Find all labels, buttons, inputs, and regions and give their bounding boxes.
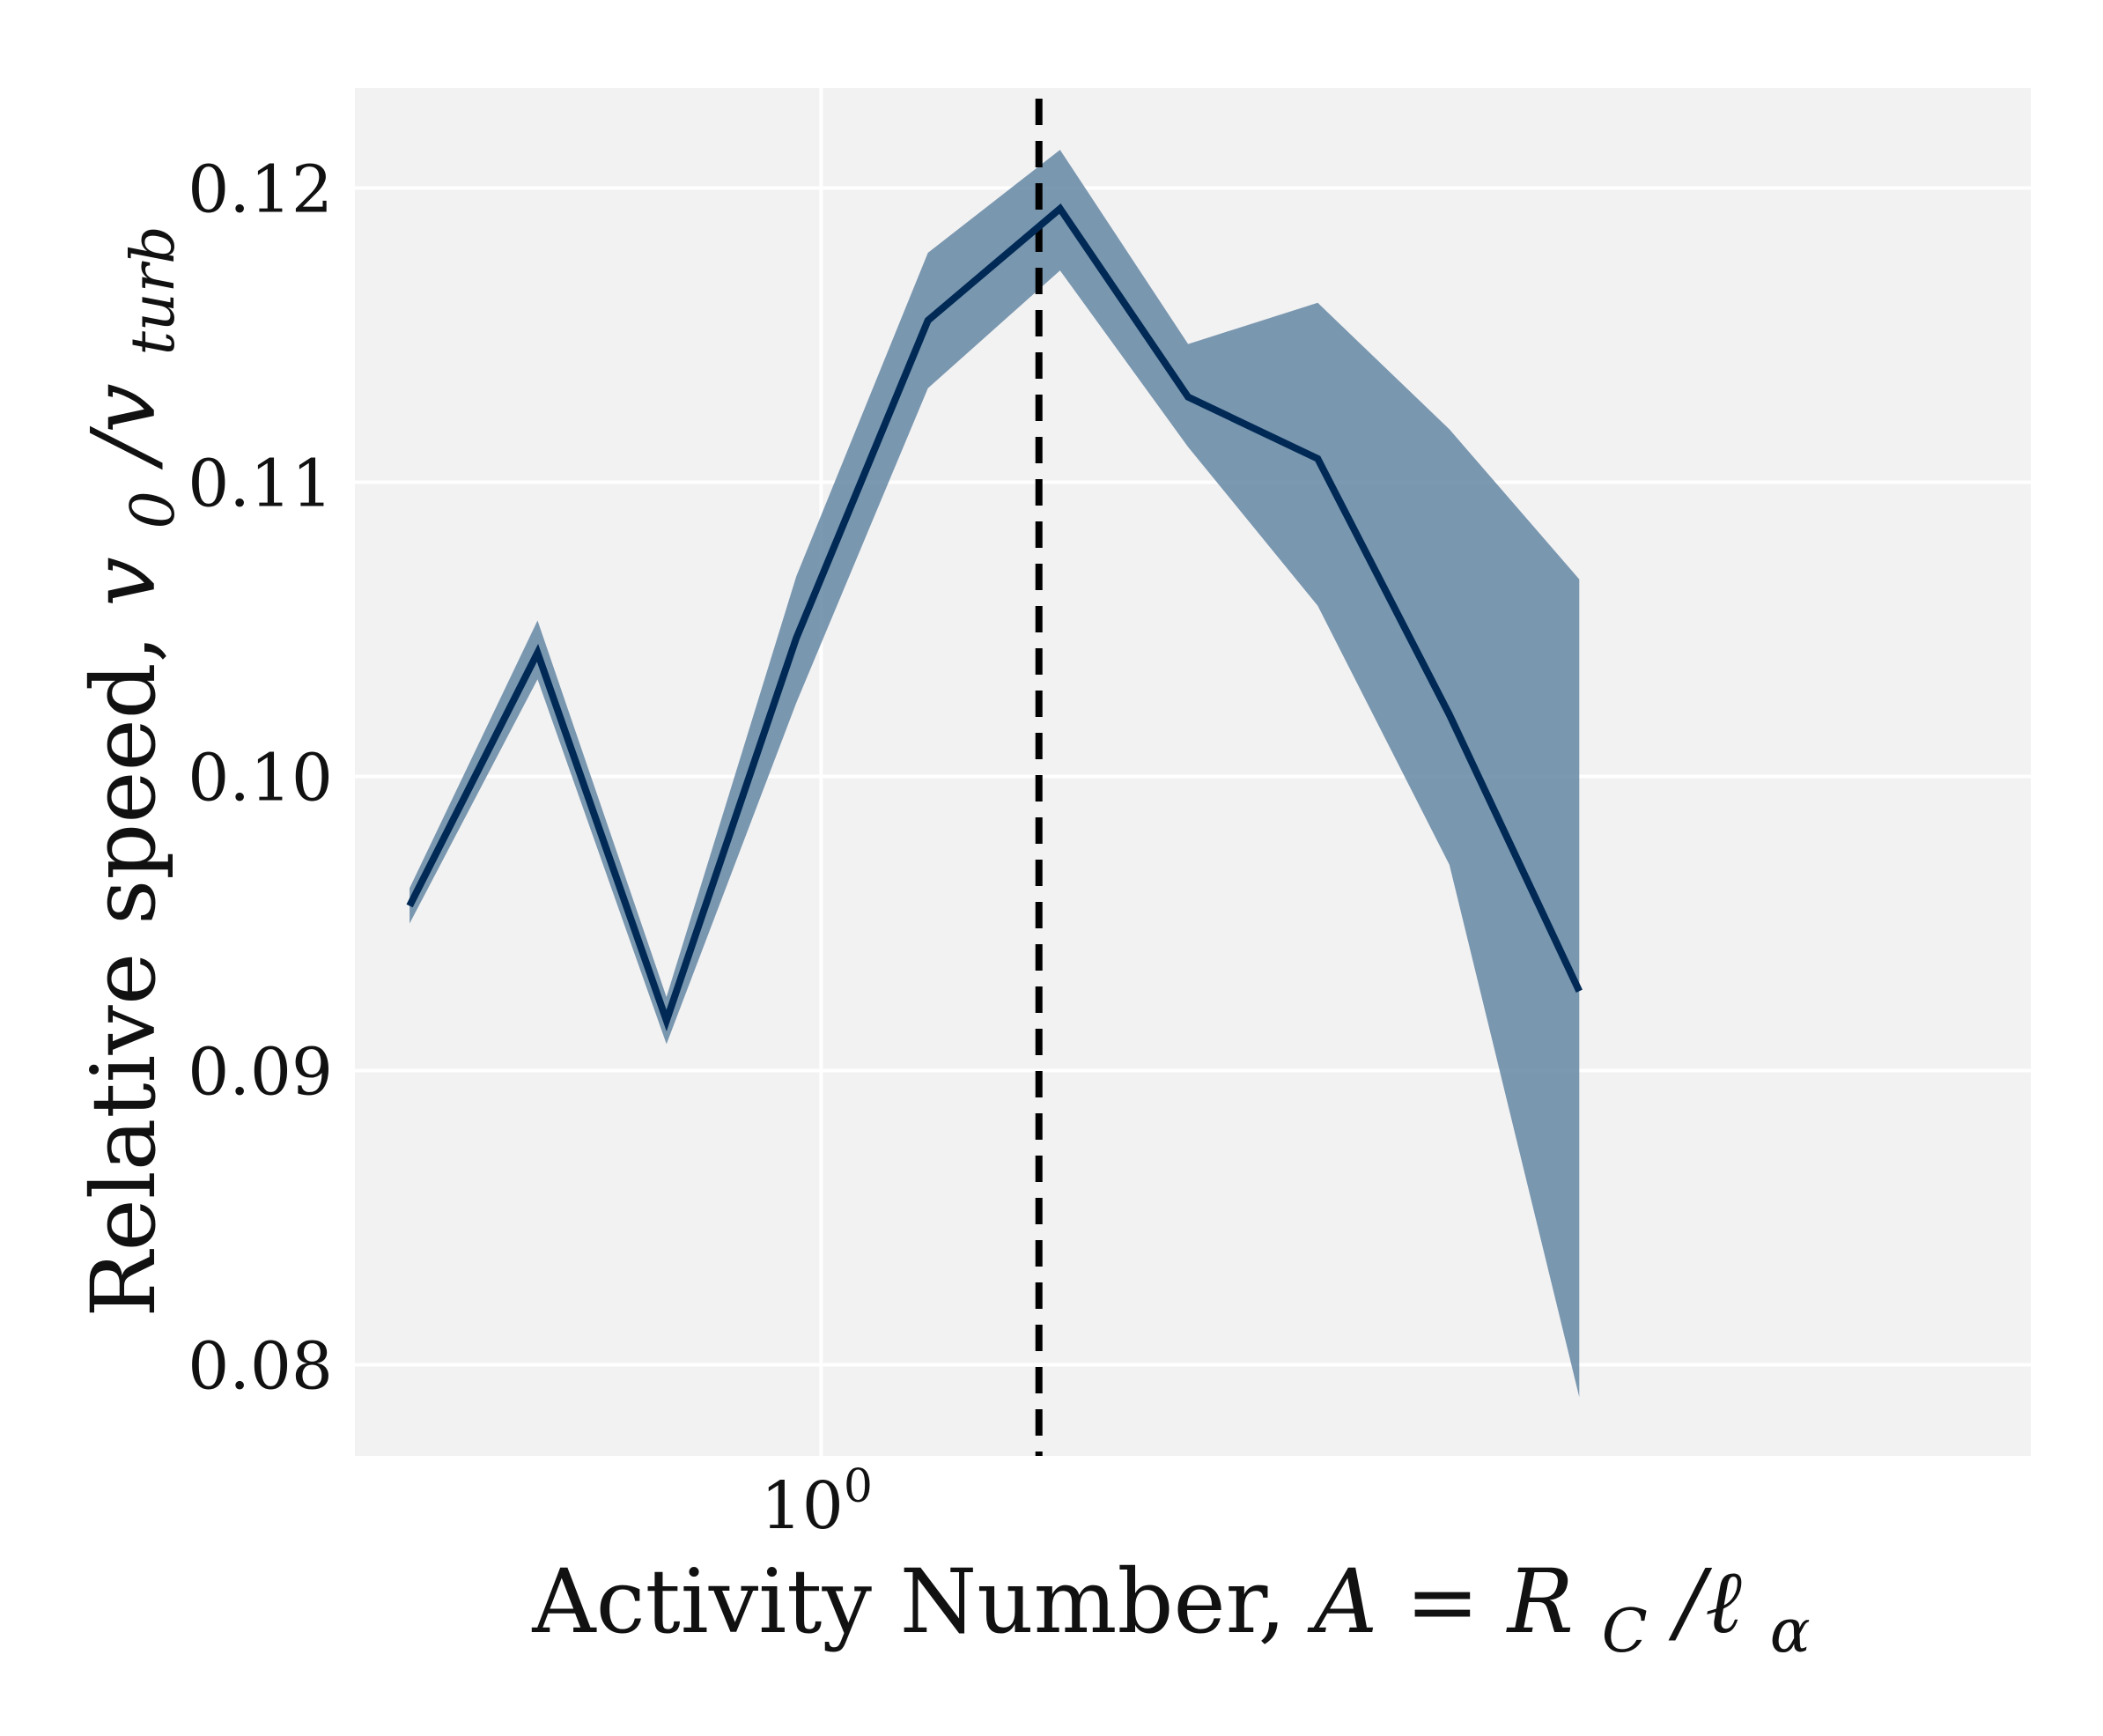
x-axis-label-math: A = R [1307, 1550, 1574, 1653]
x-axis-label-math-tail-sub: α [1770, 1597, 1811, 1666]
grid [355, 88, 2031, 1456]
x-axis-label-math-sub: C [1602, 1597, 1648, 1666]
y-axis-label: Relative speed, v 0 /v turb [72, 225, 195, 1317]
x-tick-labels: 100 [761, 1460, 873, 1544]
y-tick-label-2: 0.10 [188, 741, 333, 816]
x-axis-label-math-tail: /ℓ [1669, 1550, 1743, 1653]
y-tick-label-4: 0.12 [188, 152, 333, 228]
y-tick-label-3: 0.11 [188, 447, 333, 522]
x-axis-label: Activity Number, A = R C /ℓ α [531, 1550, 1810, 1673]
series-group [406, 203, 1583, 1031]
x-axis-label-text: Activity Number, [531, 1550, 1314, 1653]
y-tick-label-1: 0.09 [188, 1034, 333, 1110]
y-tick-labels: 0.08 0.09 0.10 0.11 0.12 [188, 152, 333, 1405]
y-axis-label-text: Relative speed, [72, 607, 175, 1318]
plot-background [355, 88, 2031, 1456]
x-tick-label-0: 100 [761, 1460, 873, 1544]
y-axis-label-math-sub2: turb [119, 225, 188, 355]
y-axis-label-math-mid: /v [72, 383, 175, 469]
y-axis-label-math-sub: 0 [119, 491, 188, 528]
y-axis-label-math: v [72, 557, 175, 607]
confidence-band-0 [410, 150, 1580, 1398]
confidence-band-group [410, 150, 1580, 1398]
series-line-0 [406, 203, 1583, 1031]
y-tick-label-0: 0.08 [188, 1328, 333, 1404]
